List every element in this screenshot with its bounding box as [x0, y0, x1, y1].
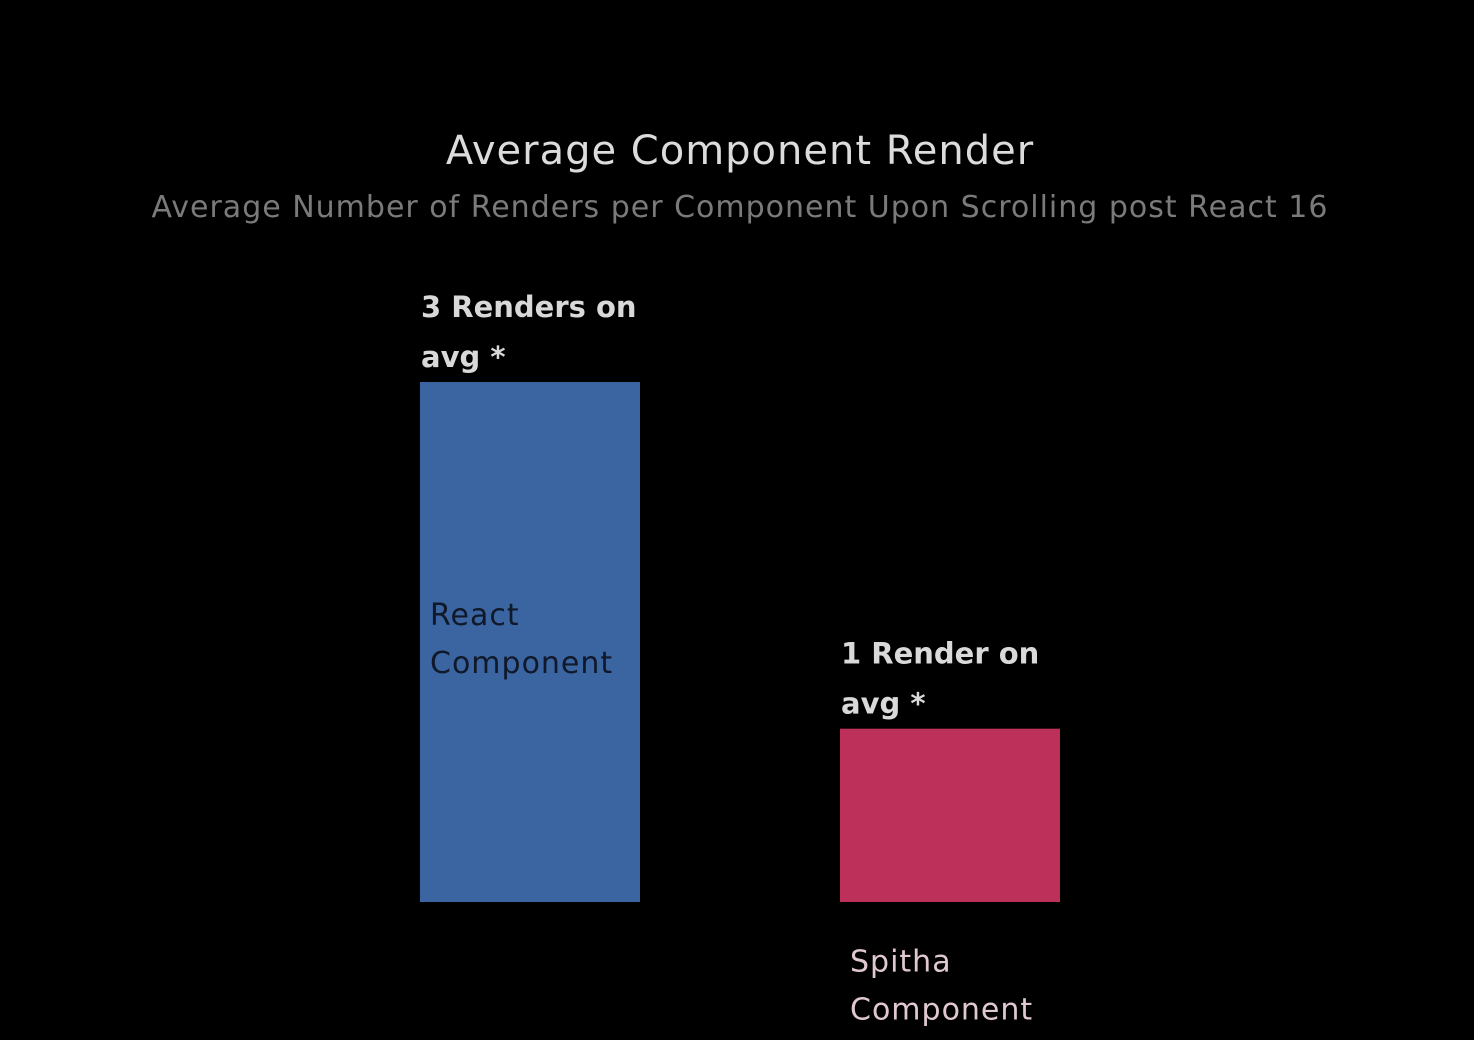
bar-react-component	[420, 382, 640, 902]
bar-spitha-component	[840, 728, 1060, 902]
bar-value-label: 1 Render on avg *	[841, 637, 1039, 721]
bar-value-label: 3 Renders on avg *	[421, 290, 637, 374]
bar-category-label: Spitha Component	[850, 945, 1033, 1028]
bar-category-label: React Component	[430, 598, 613, 681]
chart-title: Average Component Render	[445, 128, 1035, 174]
chart-subtitle: Average Number of Renders per Component …	[151, 190, 1329, 225]
